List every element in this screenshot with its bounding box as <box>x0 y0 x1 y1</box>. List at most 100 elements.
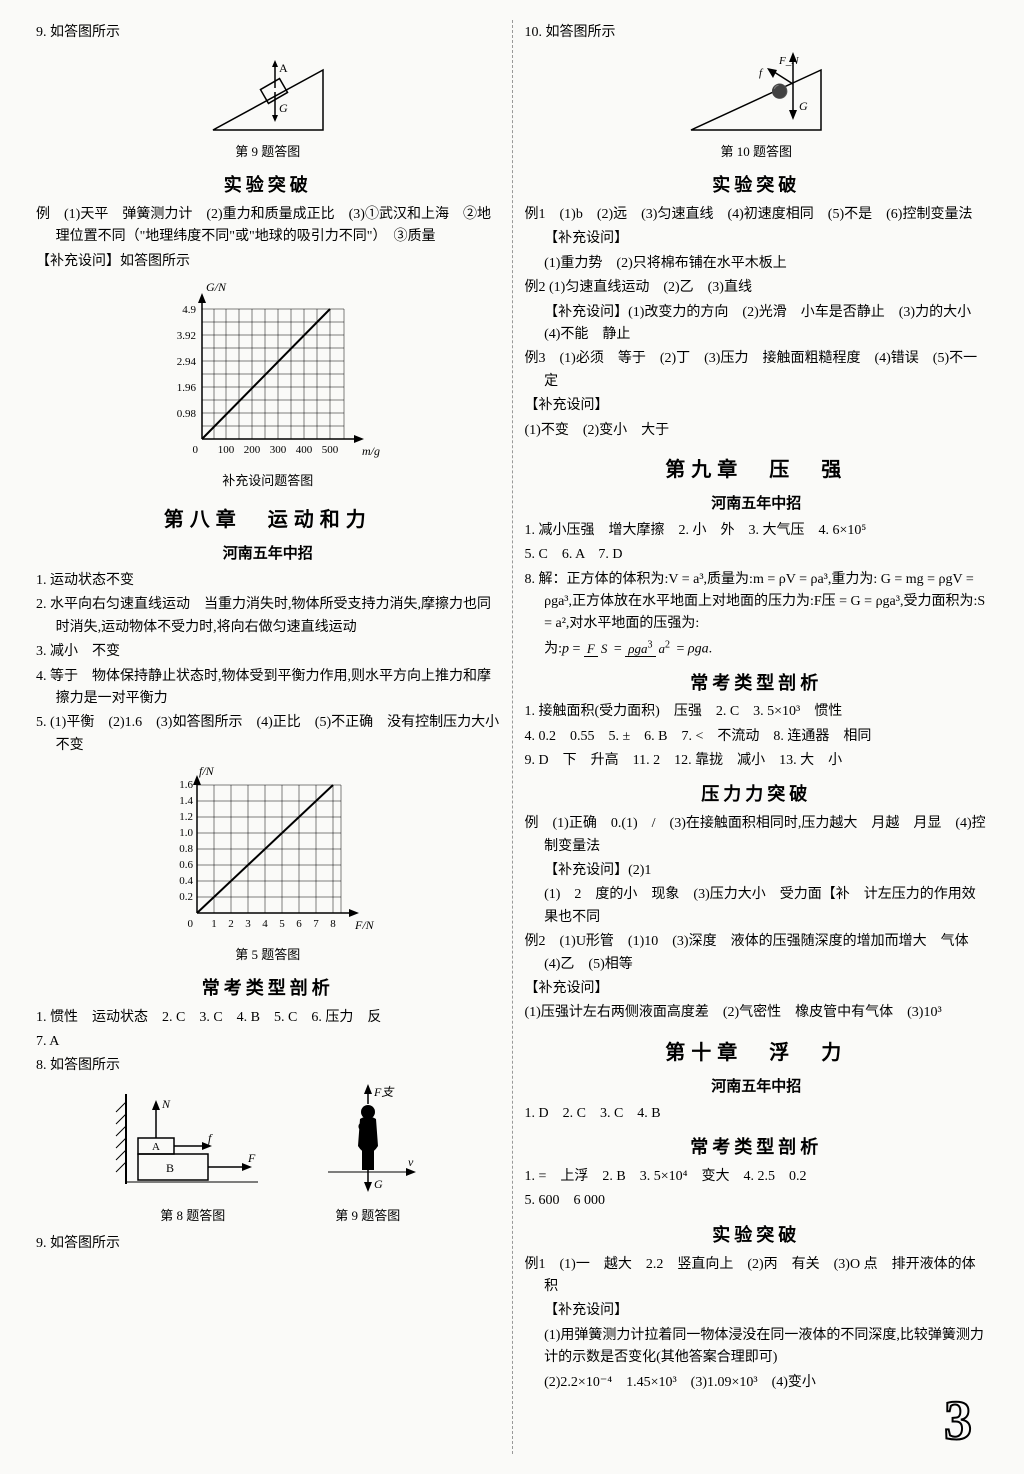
svg-text:G: G <box>374 1177 383 1191</box>
fig9b-caption: 第 9 题答图 <box>308 1206 428 1227</box>
sec-yali9: 压力力突破 <box>525 780 989 809</box>
ch10-h0: 1. D 2. C 3. C 4. B <box>525 1103 989 1125</box>
svg-text:1.0: 1.0 <box>179 827 193 839</box>
sub-henan9: 河南五年中招 <box>525 492 989 516</box>
svg-text:100: 100 <box>218 444 235 456</box>
ch9-ck0: 1. 接触面积(受力面积) 压强 2. C 3. 5×10³ 惯性 <box>525 701 989 723</box>
svg-text:0.98: 0.98 <box>177 408 197 420</box>
sec-shiyan-r: 实验突破 <box>525 171 989 200</box>
ck-item8: 8. 如答图所示 <box>36 1055 500 1077</box>
svg-text:v: v <box>408 1155 414 1169</box>
ch9-ck1: 4. 0.2 0.55 5. ± 6. B 7. < 不流动 8. 连通器 相同 <box>525 726 989 748</box>
r-ex3-s1: (1)不变 (2)变小 大于 <box>525 420 989 442</box>
svg-text:3: 3 <box>245 918 251 930</box>
right-column: 10. 如答图所示 ⚫ F_N f G 第 10 题答图 实验突破 例1 (1)… <box>512 20 1001 1454</box>
svg-text:4: 4 <box>262 918 268 930</box>
svg-text:500: 500 <box>322 444 339 456</box>
r-ex1-1: 【补充设问】 <box>525 228 989 250</box>
supp-lead-l: 【补充设问】如答图所示 <box>36 251 500 273</box>
svg-text:O: O <box>358 1121 366 1133</box>
ch10-s0: 例1 (1)一 越大 2.2 竖直向上 (2)丙 有关 (3)O 点 排开液体的… <box>525 1254 989 1299</box>
svg-text:F支: F支 <box>373 1085 395 1099</box>
fig10-caption: 第 10 题答图 <box>525 142 989 163</box>
svg-text:7: 7 <box>313 918 319 930</box>
chapter8: 第八章 运动和力 <box>36 504 500 536</box>
chart2-caption: 第 5 题答图 <box>36 945 500 966</box>
ch9-ys1: (1)压强计左右两侧液面高度差 (2)气密性 橡皮管中有气体 (3)10³ <box>525 1002 989 1024</box>
ch8-item1: 1. 运动状态不变 <box>36 570 500 592</box>
ch9-ys0: 【补充设问】 <box>525 978 989 1000</box>
svg-text:A: A <box>152 1141 160 1153</box>
ch8-item5: 5. (1)平衡 (2)1.6 (3)如答图所示 (4)正比 (5)不正确 没有… <box>36 712 500 757</box>
svg-text:G/N: G/N <box>206 280 227 294</box>
ch9-h0: 1. 减小压强 增大摩擦 2. 小 外 3. 大气压 4. 6×10⁵ <box>525 520 989 542</box>
svg-text:0.2: 0.2 <box>179 891 193 903</box>
ch9-h1: 5. C 6. A 7. D <box>525 544 989 566</box>
svg-text:0: 0 <box>192 444 198 456</box>
svg-text:1.4: 1.4 <box>179 795 193 807</box>
svg-text:300: 300 <box>270 444 287 456</box>
chart1: G/N m/g 0 100 200 300 400 500 0.98 1.96 … <box>36 279 500 492</box>
fig8-9: B A N f F 第 8 题答图 <box>36 1084 500 1227</box>
svg-text:G: G <box>799 99 808 113</box>
svg-text:1.96: 1.96 <box>177 382 197 394</box>
ch9-q8-lead: 8. 解：正方体的体积为:V = a³,质量为:m = ρV = ρa³,重力为… <box>525 569 989 636</box>
chart1-caption: 补充设问题答图 <box>36 471 500 492</box>
svg-text:0.8: 0.8 <box>179 843 193 855</box>
svg-text:5: 5 <box>279 918 285 930</box>
left-column: 9. 如答图所示 A G 第 9 题答图 实验突破 例 (1)天平 弹簧测力计 … <box>24 20 512 1454</box>
svg-text:N: N <box>161 1097 171 1111</box>
svg-text:1.2: 1.2 <box>179 811 193 823</box>
svg-text:2: 2 <box>228 918 234 930</box>
ch10-s3: (2)2.2×10⁻⁴ 1.45×10³ (3)1.09×10³ (4)变小 <box>525 1372 989 1394</box>
fig9-caption: 第 9 题答图 <box>36 142 500 163</box>
r-ex2-1: 【补充设问】(1)改变力的方向 (2)光滑 小车是否静止 (3)力的大小 (4)… <box>525 302 989 347</box>
svg-text:200: 200 <box>244 444 261 456</box>
page-root: 9. 如答图所示 A G 第 9 题答图 实验突破 例 (1)天平 弹簧测力计 … <box>24 20 1000 1454</box>
sub-henan10: 河南五年中招 <box>525 1075 989 1099</box>
ch10-ck0: 1. = 上浮 2. B 3. 5×10⁴ 变大 4. 2.5 0.2 <box>525 1166 989 1188</box>
svg-text:m/g: m/g <box>362 444 380 458</box>
ex1-l: 例 (1)天平 弹簧测力计 (2)重力和质量成正比 (3)①武汉和上海 ②地理位… <box>36 204 500 249</box>
q10-lead: 10. 如答图所示 <box>525 22 989 44</box>
ch8-item4: 4. 等于 物体保持静止状态时,物体受到平衡力作用,则水平方向上推力和摩擦力是一… <box>36 666 500 711</box>
svg-text:3.92: 3.92 <box>177 330 196 342</box>
r-ex3-0: 例3 (1)必须 等于 (2)丁 (3)压力 接触面粗糙程度 (4)错误 (5)… <box>525 348 989 393</box>
svg-text:A: A <box>279 61 288 75</box>
svg-text:f: f <box>759 67 764 79</box>
ch10-ck1: 5. 600 6 000 <box>525 1190 989 1212</box>
svg-text:B: B <box>166 1161 174 1175</box>
ck-item1: 1. 惯性 运动状态 2. C 3. C 4. B 5. C 6. 压力 反 <box>36 1007 500 1029</box>
sub-henan8: 河南五年中招 <box>36 542 500 566</box>
fig10-incline: ⚫ F_N f G 第 10 题答图 <box>525 50 989 163</box>
page-number-glyph: 3 <box>944 1390 972 1452</box>
svg-text:2.94: 2.94 <box>177 356 197 368</box>
sec-shiyan-l: 实验突破 <box>36 171 500 200</box>
svg-text:0: 0 <box>187 918 193 930</box>
r-ex2-0: 例2 (1)匀速直线运动 (2)乙 (3)直线 <box>525 277 989 299</box>
fig9-incline: A G 第 9 题答图 <box>36 50 500 163</box>
chapter10: 第十章 浮 力 <box>525 1037 989 1069</box>
fig8-caption: 第 8 题答图 <box>108 1206 278 1227</box>
chapter9: 第九章 压 强 <box>525 454 989 486</box>
ch8-item2: 2. 水平向右匀速直线运动 当重力消失时,物体所受支持力消失,摩擦力也同时消失,… <box>36 594 500 639</box>
ch10-s2: (1)用弹簧测力计拉着同一物体浸没在同一液体的不同深度,比较弹簧测力计的示数是否… <box>525 1325 989 1370</box>
svg-text:F_N: F_N <box>778 55 799 67</box>
svg-text:⚫: ⚫ <box>771 83 788 100</box>
svg-text:6: 6 <box>296 918 302 930</box>
sec-changkao-l: 常考类型剖析 <box>36 974 500 1003</box>
ch10-s1: 【补充设问】 <box>525 1300 989 1322</box>
q9-lead: 9. 如答图所示 <box>36 22 500 44</box>
chart2: f/N F/N 0 12 34 56 78 0.20.40.6 0.81.01.… <box>36 763 500 966</box>
svg-text:F: F <box>247 1151 256 1165</box>
svg-text:1: 1 <box>211 918 217 930</box>
svg-text:f: f <box>208 1131 213 1145</box>
ch9-y2: (1) 2 度的小 现象 (3)压力大小 受力面【补 计左压力的作用效果也不同 <box>525 884 989 929</box>
q9b-lead: 9. 如答图所示 <box>36 1233 500 1255</box>
svg-text:G: G <box>279 101 288 115</box>
svg-text:0.6: 0.6 <box>179 859 193 871</box>
sec-changkao10: 常考类型剖析 <box>525 1133 989 1162</box>
page-number-badge: 3 <box>928 1384 988 1454</box>
svg-text:F/N: F/N <box>354 918 375 932</box>
svg-text:f/N: f/N <box>199 764 215 778</box>
